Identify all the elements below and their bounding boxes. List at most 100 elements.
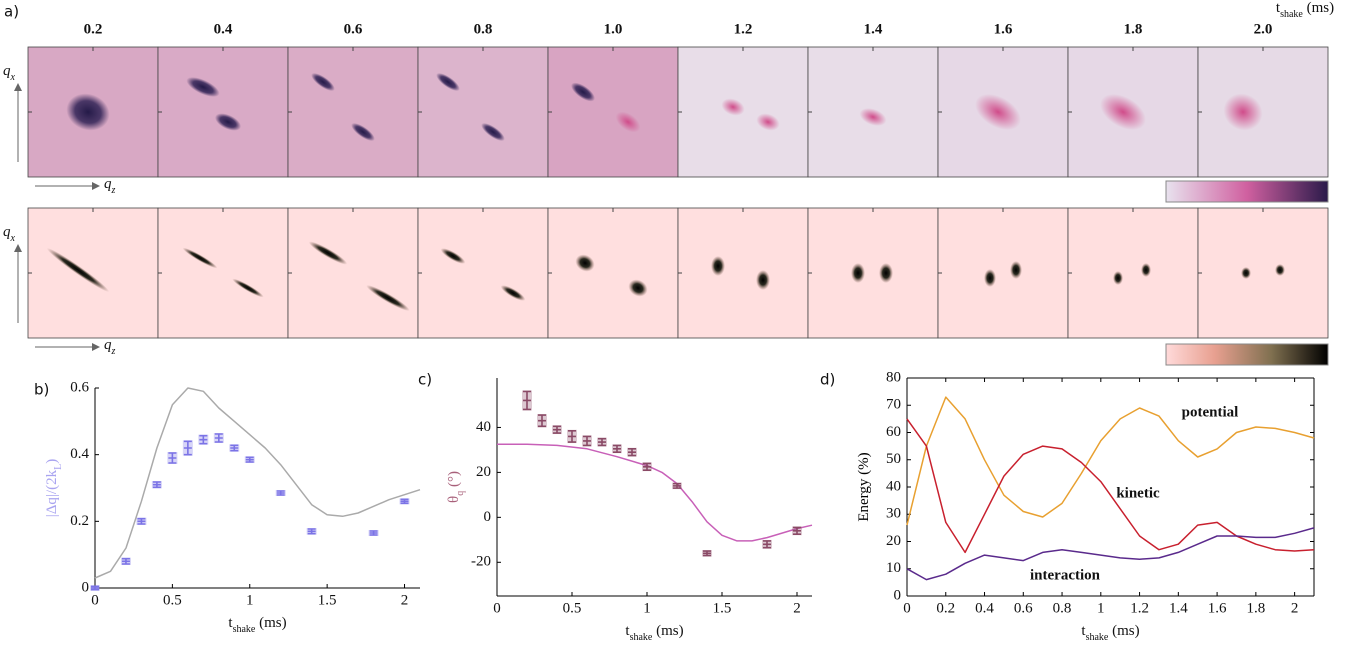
image-blob <box>851 263 865 283</box>
image-blob <box>615 111 641 133</box>
x-tick-label: 1.8 <box>1246 600 1265 616</box>
y-axis-label-part: Energy (%) <box>856 452 872 521</box>
image-panel <box>288 47 418 177</box>
time-label: 1.0 <box>604 21 623 37</box>
y-tick-label: 80 <box>886 369 901 385</box>
x-axis-label-part: t <box>1081 623 1086 639</box>
time-label: 0.8 <box>474 21 493 37</box>
line <box>497 443 813 542</box>
x-axis-label-part: (ms) <box>652 623 683 639</box>
y-tick-label: 50 <box>886 451 901 467</box>
image-blob <box>351 122 375 142</box>
x-tick-label: 1.2 <box>1130 600 1149 616</box>
image-panel <box>938 208 1068 338</box>
error-bar <box>400 498 409 505</box>
y-tick-label: 40 <box>476 419 491 435</box>
qx-label-part: x <box>10 233 16 244</box>
image-blob <box>879 263 893 283</box>
y-axis-label: |Δq|/(2kL) <box>44 459 63 517</box>
error-bar <box>152 481 161 489</box>
y-tick-label: 60 <box>886 424 901 440</box>
x-tick-label: 2 <box>401 592 409 608</box>
qx-label: qx <box>3 63 16 82</box>
panel-label: a) <box>4 3 19 21</box>
time-label: 2.0 <box>1254 21 1273 37</box>
error-bar <box>369 530 378 536</box>
colorbar <box>1165 180 1329 203</box>
image-panel <box>418 208 548 338</box>
x-tick-label: 1.5 <box>318 592 337 608</box>
image-blob <box>186 77 220 97</box>
y-tick-label: 10 <box>886 560 901 576</box>
qx-label-part: q <box>3 63 11 79</box>
x-tick-label: 0 <box>903 600 911 616</box>
image-panel <box>1068 208 1198 338</box>
x-tick-label: 1.5 <box>713 600 732 616</box>
image-panel <box>418 47 548 177</box>
image-panel <box>548 47 678 177</box>
x-tick-label: 2 <box>793 600 801 616</box>
x-tick-label: 1 <box>1097 600 1105 616</box>
image-panel <box>288 208 418 338</box>
y-axis-label-part: |Δq|/(2k <box>44 469 60 517</box>
image-blob <box>1100 93 1146 131</box>
arrow-head <box>92 182 100 190</box>
line <box>906 418 1315 554</box>
x-tick-label: 0.5 <box>163 592 182 608</box>
error-bar <box>703 550 711 557</box>
error-bar <box>91 585 99 591</box>
image-blob <box>436 72 460 92</box>
x-tick-label: 0.4 <box>975 600 994 616</box>
x-axis-label-part: shake <box>1086 632 1109 643</box>
time-label: 0.2 <box>84 21 103 37</box>
y-tick-label: 0 <box>82 579 90 595</box>
line <box>906 527 1315 581</box>
y-tick-label: 0.6 <box>70 379 89 395</box>
error-bar <box>628 447 636 457</box>
x-axis-label-part: t <box>228 615 233 631</box>
error-bar <box>598 437 606 447</box>
line <box>906 396 1315 526</box>
image-panel <box>1198 47 1328 177</box>
time-label: 1.2 <box>734 21 753 37</box>
image-blob <box>721 98 745 116</box>
line <box>94 387 421 579</box>
time-axis-label-part: (ms) <box>1303 0 1334 16</box>
image-blob <box>366 285 410 311</box>
image-blob <box>628 279 648 297</box>
image-blob <box>984 269 996 287</box>
image-blob <box>311 72 335 92</box>
qz-label: qz <box>104 176 116 195</box>
y-tick-label: 70 <box>886 397 901 413</box>
y-axis-label: θq (°) <box>446 471 465 503</box>
error-bar <box>643 462 651 471</box>
image-blob <box>214 113 242 131</box>
y-axis-label: Energy (%) <box>856 452 872 521</box>
time-axis-label-part: shake <box>1280 9 1303 20</box>
image-blob <box>575 254 595 272</box>
x-axis-label-part: (ms) <box>255 615 286 631</box>
error-bar <box>183 440 192 456</box>
image-blob <box>571 82 595 102</box>
error-bar <box>538 414 546 428</box>
x-tick-label: 1 <box>643 600 651 616</box>
y-tick-label: 40 <box>886 478 901 494</box>
y-axis-label-part: (°) <box>446 471 462 491</box>
image-blob <box>756 113 780 131</box>
series-label: potential <box>1182 404 1239 420</box>
error-bar <box>307 528 316 535</box>
time-label: 0.6 <box>344 21 363 37</box>
image-blob <box>1113 271 1123 285</box>
error-bar <box>568 430 576 443</box>
time-label: 1.8 <box>1124 21 1143 37</box>
arrow-head <box>14 244 22 252</box>
time-axis-label-part: t <box>1276 0 1281 16</box>
x-axis-label: tshake (ms) <box>1081 623 1139 642</box>
error-bar <box>121 557 130 565</box>
time-axis-label: tshake (ms) <box>1276 0 1334 19</box>
image-blob <box>859 108 887 126</box>
panel-label: b) <box>34 381 49 399</box>
y-tick-label: 0.2 <box>70 513 89 529</box>
error-bar <box>168 452 177 464</box>
image-panel <box>1198 208 1328 338</box>
